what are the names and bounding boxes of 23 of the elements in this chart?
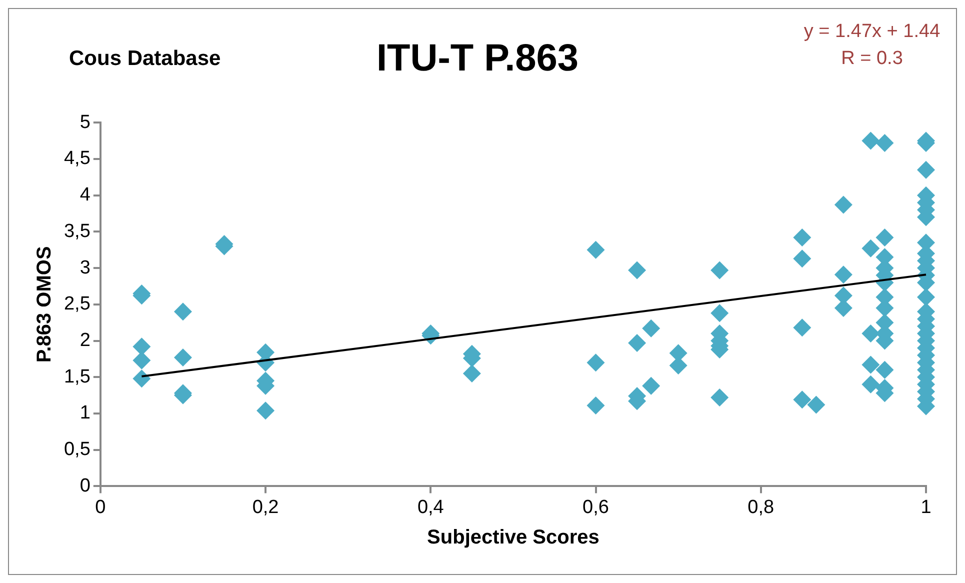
y-tick-label: 1 bbox=[80, 402, 90, 424]
y-tick-label: 4 bbox=[80, 184, 91, 206]
x-axis-title: Subjective Scores bbox=[427, 526, 600, 549]
y-tick-label: 0,5 bbox=[64, 439, 90, 460]
y-tick-label: 3 bbox=[80, 257, 90, 278]
chart-title: ITU-T P.863 bbox=[376, 37, 579, 80]
x-tick-label: 0,4 bbox=[417, 496, 444, 518]
y-tick-label: 2 bbox=[80, 330, 90, 351]
text: y = 1.47x + 1.44 bbox=[804, 21, 941, 42]
x-tick-label: 0 bbox=[95, 496, 106, 518]
y-tick-label: 2,5 bbox=[64, 294, 90, 315]
y-tick-label: 1,5 bbox=[64, 366, 90, 388]
text: R = 0.3 bbox=[841, 48, 903, 70]
chart-subtitle: Cous Database bbox=[69, 46, 221, 70]
y-tick-label: 0 bbox=[80, 475, 90, 496]
x-tick-label: 0,6 bbox=[582, 496, 609, 518]
x-tick-label: 0,2 bbox=[252, 496, 279, 518]
x-tick-label: 1 bbox=[920, 496, 932, 518]
y-axis-title: P.863 OMOS bbox=[34, 246, 56, 363]
y-tick-label: 4,5 bbox=[64, 148, 90, 170]
y-tick-label: 3,5 bbox=[64, 220, 90, 242]
x-tick-label: 0,8 bbox=[748, 496, 774, 518]
y-tick-label: 5 bbox=[80, 112, 90, 133]
